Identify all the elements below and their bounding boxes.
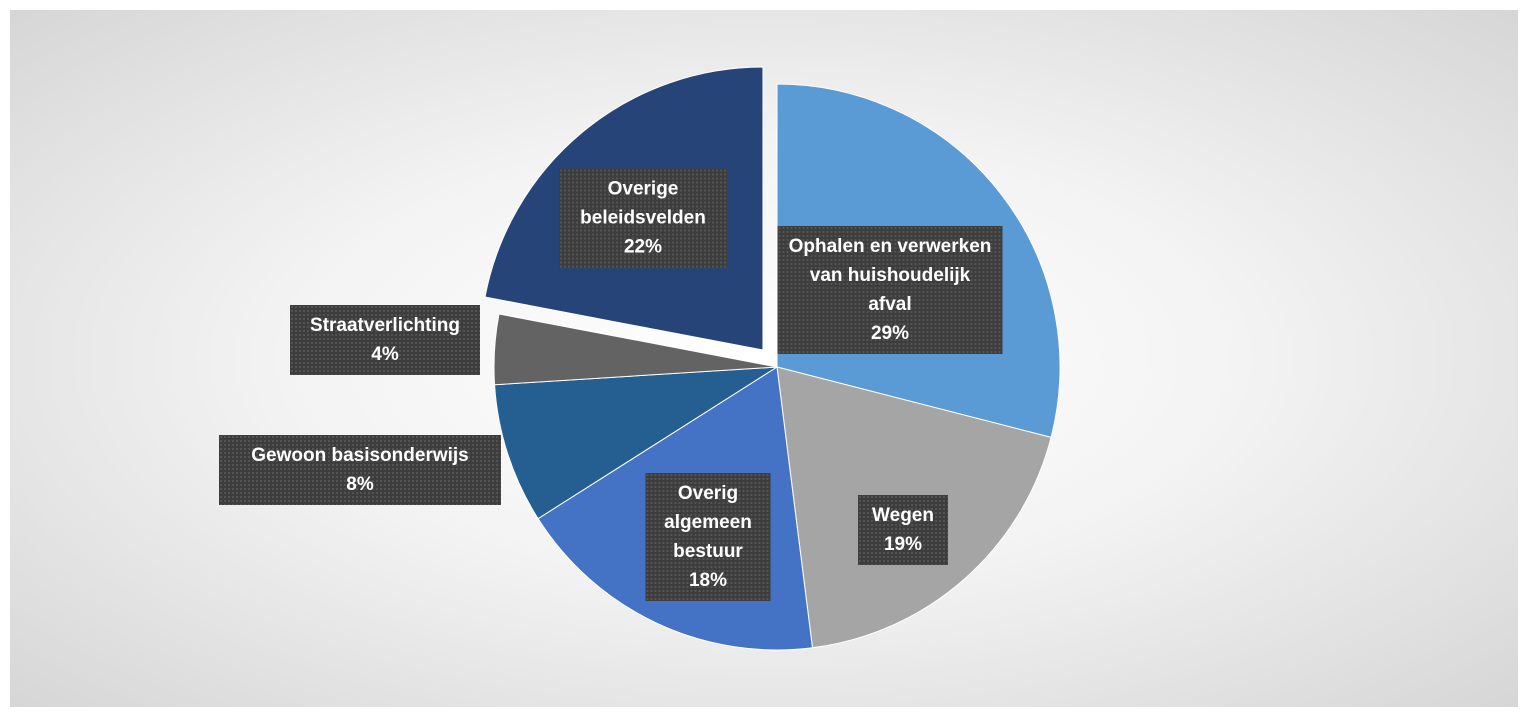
value-label: 4% [371,344,399,365]
data-label: Overige beleidsvelden 22% [559,168,727,268]
value-label: 19% [883,534,923,555]
category-label: Straatverlichting [310,315,460,336]
chart: Ophalen en verwerken van huishoudelijk a… [10,10,1518,707]
data-label: Ophalen en verwerken van huishoudelijk a… [777,226,1003,354]
pie-slice [493,313,778,386]
value-label: 8% [346,474,374,495]
category-label: Wegen [872,505,934,526]
category-label: Overige beleidsvelden [580,178,706,229]
pie-slice [494,366,778,520]
value-label: 22% [623,236,663,258]
data-label: Overig algemeen bestuur 18% [645,473,771,601]
value-label: 18% [688,570,728,591]
pie-area [484,66,1061,651]
category-label: Ophalen en verwerken van huishoudelijk a… [788,236,992,315]
category-label: Overig algemeen bestuur [664,483,752,562]
value-label: 29% [870,323,910,344]
category-label: Gewoon basisonderwijs [251,445,469,466]
data-label: Straatverlichting 4% [290,305,480,375]
data-label: Gewoon basisonderwijs 8% [219,435,501,505]
data-label: Wegen 19% [858,495,948,565]
